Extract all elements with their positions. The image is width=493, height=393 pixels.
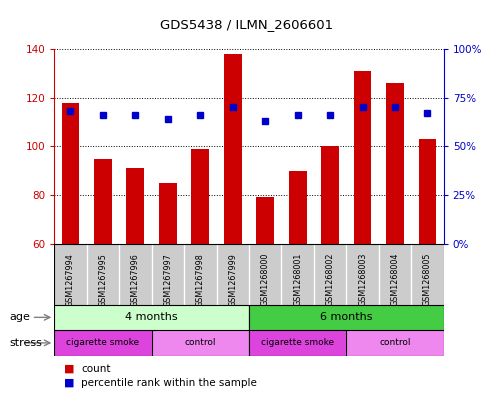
Bar [346, 330, 444, 356]
Text: GSM1268000: GSM1268000 [261, 253, 270, 306]
Text: GSM1267998: GSM1267998 [196, 253, 205, 307]
Bar [54, 330, 152, 356]
Text: cigarette smoke: cigarette smoke [67, 338, 140, 347]
Text: percentile rank within the sample: percentile rank within the sample [81, 378, 257, 388]
Text: cigarette smoke: cigarette smoke [261, 338, 334, 347]
Bar [282, 244, 314, 305]
Text: GSM1267996: GSM1267996 [131, 253, 140, 307]
Text: GSM1267999: GSM1267999 [228, 253, 237, 307]
Bar [379, 244, 411, 305]
Text: GSM1267994: GSM1267994 [66, 253, 75, 307]
Bar [314, 244, 346, 305]
Bar [54, 244, 87, 305]
Bar [126, 168, 144, 244]
Text: control: control [184, 338, 216, 347]
Bar [87, 244, 119, 305]
Text: GDS5438 / ILMN_2606601: GDS5438 / ILMN_2606601 [160, 18, 333, 31]
Bar [216, 244, 249, 305]
Bar [249, 305, 444, 330]
Text: GSM1268002: GSM1268002 [325, 253, 335, 306]
Bar [54, 305, 249, 330]
Text: ■: ■ [64, 364, 74, 374]
Bar [224, 54, 242, 244]
Text: 4 months: 4 months [125, 312, 178, 322]
Bar [151, 244, 184, 305]
Bar [191, 149, 209, 244]
Bar [249, 330, 346, 356]
Text: age: age [10, 312, 31, 322]
Text: control: control [379, 338, 411, 347]
Bar [159, 183, 177, 244]
Bar [62, 103, 79, 244]
Bar [94, 158, 112, 244]
Text: stress: stress [10, 338, 43, 348]
Bar [321, 146, 339, 244]
Text: ■: ■ [64, 378, 74, 388]
Text: GSM1268003: GSM1268003 [358, 253, 367, 306]
Text: count: count [81, 364, 111, 374]
Text: GSM1268005: GSM1268005 [423, 253, 432, 306]
Bar [353, 71, 372, 244]
Text: GSM1268001: GSM1268001 [293, 253, 302, 306]
Text: GSM1267997: GSM1267997 [163, 253, 173, 307]
Bar [184, 244, 216, 305]
Bar [119, 244, 151, 305]
Bar [289, 171, 307, 244]
Bar [411, 244, 444, 305]
Text: 6 months: 6 months [320, 312, 373, 322]
Text: GSM1268004: GSM1268004 [390, 253, 399, 306]
Bar [151, 330, 249, 356]
Bar [419, 139, 436, 244]
Bar [256, 197, 274, 244]
Bar [386, 83, 404, 244]
Text: GSM1267995: GSM1267995 [99, 253, 107, 307]
Bar [346, 244, 379, 305]
Bar [249, 244, 282, 305]
